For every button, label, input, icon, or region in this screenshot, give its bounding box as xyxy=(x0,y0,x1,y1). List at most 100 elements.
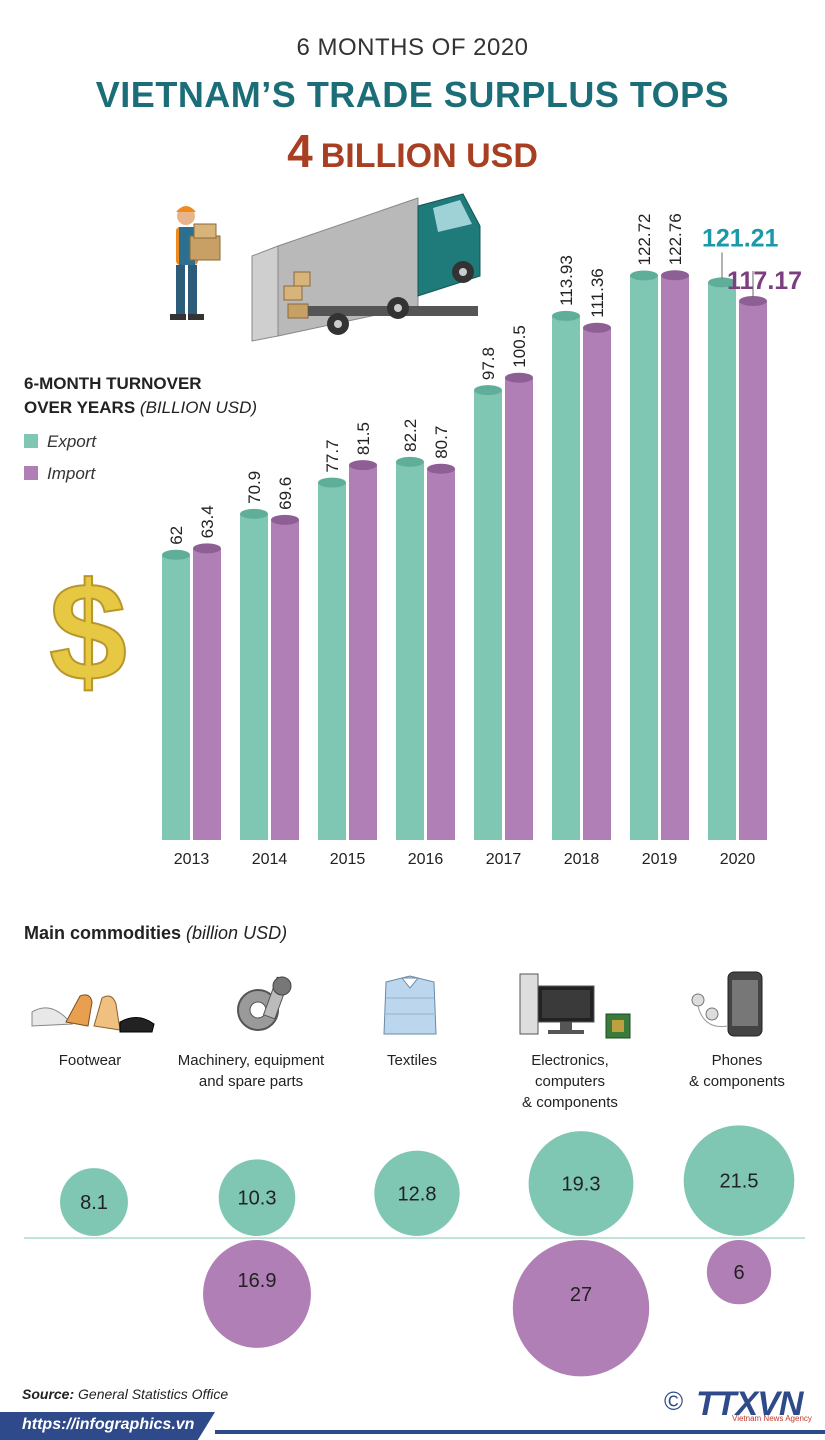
bar-export-2019 xyxy=(630,275,658,840)
commodity-label-line: & components xyxy=(522,1094,618,1111)
svg-text:$: $ xyxy=(49,560,127,700)
gears-icon xyxy=(237,976,292,1031)
bar-export-2016 xyxy=(396,461,424,840)
bar-label-export-2020: 121.21 xyxy=(702,224,779,252)
bar-label-import-2017: 100.5 xyxy=(510,325,529,368)
commodities-title: Main commodities (billion USD) xyxy=(24,923,287,944)
bubble-import-1 xyxy=(203,1240,311,1348)
footer-url-link[interactable]: https://infographics.vn xyxy=(22,1416,195,1433)
commodity-label-line: Footwear xyxy=(58,1052,122,1069)
bubble-export-4 xyxy=(683,1125,795,1236)
commodity-label-phones: Phones & components xyxy=(647,1050,825,1092)
bubble-export-label-0: 8.1 xyxy=(80,1192,108,1214)
x-tick-2020: 2020 xyxy=(720,851,756,868)
commodity-label-machinery: Machinery, equipment and spare parts xyxy=(161,1050,341,1092)
legend-import: Import xyxy=(24,464,95,484)
bar-cap-import-2013 xyxy=(193,543,221,554)
bar-cap-export-2019 xyxy=(630,270,658,281)
bar-label-export-2015: 77.7 xyxy=(323,439,342,472)
bar-import-2015 xyxy=(349,465,377,840)
bar-cap-export-2014 xyxy=(240,508,268,519)
bar-import-2016 xyxy=(427,468,455,840)
bar-export-2017 xyxy=(474,390,502,840)
commodities-unit: (billion USD) xyxy=(186,923,288,943)
bar-cap-export-2013 xyxy=(162,549,190,560)
footer-source: Source: General Statistics Office xyxy=(22,1386,228,1402)
bar-label-export-2013: 62 xyxy=(167,526,186,545)
bar-label-import-2018: 111.36 xyxy=(588,268,607,317)
footer-band xyxy=(0,1412,215,1440)
phone-icon xyxy=(691,971,763,1037)
copyright-icon: © xyxy=(664,1386,684,1416)
x-tick-2013: 2013 xyxy=(174,851,210,868)
chart-title-line2: OVER YEARS xyxy=(24,398,136,417)
shirt-icon xyxy=(383,975,437,1035)
bar-export-2015 xyxy=(318,482,346,840)
bar-cap-export-2015 xyxy=(318,477,346,488)
commodities-title-text: Main commodities xyxy=(24,923,182,943)
bubble-export-3 xyxy=(528,1131,634,1236)
bar-export-2013 xyxy=(162,554,190,840)
x-tick-2017: 2017 xyxy=(486,851,522,868)
x-tick-2018: 2018 xyxy=(564,851,600,868)
commodity-label-electronics: Electronics, computers & components xyxy=(480,1050,660,1113)
highlight-text: BILLION USD xyxy=(320,137,538,175)
header-title: VIETNAM’S TRADE SURPLUS TOPS xyxy=(95,74,730,115)
bar-cap-export-2018 xyxy=(552,310,580,321)
bubble-export-label-4: 21.5 xyxy=(720,1171,759,1193)
bar-cap-import-2017 xyxy=(505,372,533,383)
bar-import-2019 xyxy=(661,275,689,841)
bar-cap-import-2020 xyxy=(739,296,767,307)
x-tick-2019: 2019 xyxy=(642,851,678,868)
header-subtitle: 6 MONTHS OF 2020 xyxy=(296,34,529,61)
legend-import-label: Import xyxy=(47,464,96,483)
bar-label-export-2019: 122.72 xyxy=(635,213,654,265)
x-tick-2016: 2016 xyxy=(408,851,444,868)
bubble-import-label-3: 27 xyxy=(570,1284,592,1306)
bar-label-export-2016: 82.2 xyxy=(401,419,420,452)
brand-subtitle: Vietnam News Agency xyxy=(732,1414,812,1423)
commodities-bubble-chart: 8.1 10.3 16.9 12.8 19.3 27 21.5 6 xyxy=(24,1125,805,1377)
commodity-label-line: & components xyxy=(689,1073,785,1090)
commodity-label-line: Machinery, equipment xyxy=(177,1052,325,1069)
legend-export-label: Export xyxy=(47,432,97,451)
footer-source-text: General Statistics Office xyxy=(78,1386,229,1402)
bar-cap-export-2020 xyxy=(708,277,736,288)
bar-label-export-2017: 97.8 xyxy=(479,347,498,380)
chart-title-line1: 6-MONTH TURNOVER xyxy=(24,374,202,393)
bar-import-2017 xyxy=(505,377,533,840)
bar-import-2013 xyxy=(193,548,221,840)
commodity-label-line: computers xyxy=(534,1073,606,1090)
legend-export: Export xyxy=(24,432,96,452)
bar-import-2018 xyxy=(583,327,611,840)
bubble-export-label-3: 19.3 xyxy=(562,1174,601,1196)
bubble-import-3 xyxy=(512,1240,650,1377)
computer-icon xyxy=(519,973,631,1039)
truck-icon xyxy=(251,193,481,342)
legend-import-swatch xyxy=(24,466,38,480)
bubble-import-label-1: 16.9 xyxy=(238,1270,277,1292)
bar-cap-import-2014 xyxy=(271,514,299,525)
bar-import-2020 xyxy=(739,301,767,840)
commodity-label-footwear: Footwear xyxy=(0,1050,180,1071)
dollar-icon: $ xyxy=(48,560,128,700)
bubble-export-0 xyxy=(60,1168,128,1236)
bubble-export-label-1: 10.3 xyxy=(238,1188,277,1210)
bar-cap-import-2019 xyxy=(661,270,689,281)
bar-label-import-2019: 122.76 xyxy=(666,213,685,265)
brand-logo: TTXVN xyxy=(696,1385,803,1423)
bar-label-export-2014: 70.9 xyxy=(245,471,264,504)
commodity-label-line: Electronics, xyxy=(531,1052,609,1069)
bar-chart: 62 63.4 2013 70.9 69.6 2014 77.7 81.5 2015 82.2 80… xyxy=(162,213,802,868)
bubble-export-1 xyxy=(218,1159,296,1236)
bar-label-import-2015: 81.5 xyxy=(354,422,373,455)
x-tick-2014: 2014 xyxy=(252,851,288,868)
shoes-icon xyxy=(31,994,155,1033)
commodity-label-textiles: Textiles xyxy=(322,1050,502,1071)
bar-cap-import-2016 xyxy=(427,463,455,474)
commodity-label-line: Phones xyxy=(711,1052,763,1069)
bar-export-2014 xyxy=(240,513,268,840)
bar-cap-import-2018 xyxy=(583,322,611,333)
x-tick-2015: 2015 xyxy=(330,851,366,868)
legend-export-swatch xyxy=(24,434,38,448)
